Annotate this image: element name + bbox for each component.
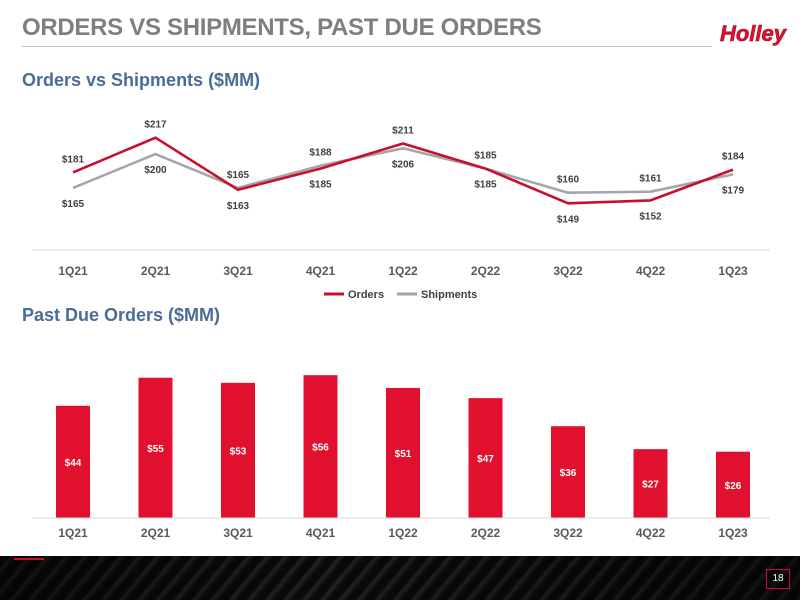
bar-value-label: $36 xyxy=(560,468,577,479)
bar xyxy=(633,449,668,518)
data-label-orders: $152 xyxy=(639,211,662,222)
data-label-shipments: $165 xyxy=(227,170,250,181)
bar-value-label: $53 xyxy=(230,446,247,457)
bar-value-label: $27 xyxy=(642,480,659,491)
bar-value-label: $44 xyxy=(65,458,82,469)
bar xyxy=(716,451,750,518)
bar-value-label: $55 xyxy=(147,444,164,455)
past-due-chart-title: Past Due Orders ($MM) xyxy=(22,305,221,325)
bar-value-label: $47 xyxy=(477,454,494,465)
data-label-shipments: $165 xyxy=(62,199,85,210)
x-tick-label: 2Q22 xyxy=(471,264,501,278)
data-label-shipments: $161 xyxy=(639,174,662,185)
x-tick-label: 1Q22 xyxy=(388,526,418,540)
x-tick-label: 3Q21 xyxy=(223,526,253,540)
x-tick-label: 3Q21 xyxy=(223,264,253,278)
x-tick-label: 4Q22 xyxy=(636,526,666,540)
logo-text: Holley xyxy=(720,21,788,46)
bar-value-label: $51 xyxy=(395,449,412,460)
title-divider xyxy=(22,46,712,47)
data-label-shipments: $179 xyxy=(722,185,745,196)
data-label-orders: $217 xyxy=(144,120,167,131)
data-label-orders: $184 xyxy=(722,152,745,163)
x-tick-label: 1Q21 xyxy=(58,526,88,540)
data-label-orders: $163 xyxy=(227,201,250,212)
page-number: 18 xyxy=(766,569,790,589)
bar xyxy=(303,375,338,518)
orders-vs-shipments-chart: $181 $217 $163 $185 $211 $185 $149 $152 $184 $165… xyxy=(32,120,770,301)
past-due-orders-chart: $44 $55 $53 $56 $51 $47 $36 $27 $26 1Q21 2Q21 3Q21 4… xyxy=(32,375,770,540)
bar xyxy=(56,405,90,518)
x-tick-label: 3Q22 xyxy=(553,526,583,540)
series-line-shipments xyxy=(72,146,734,194)
x-tick-label: 2Q22 xyxy=(471,526,501,540)
data-label-orders: $211 xyxy=(392,126,414,137)
data-label-shipments: $185 xyxy=(474,180,497,191)
data-label-shipments: $160 xyxy=(557,175,580,186)
data-label-shipments: $206 xyxy=(392,159,415,170)
slide-title: ORDERS VS SHIPMENTS, PAST DUE ORDERS xyxy=(22,14,542,41)
x-tick-label: 4Q21 xyxy=(306,526,336,540)
legend-label-shipments: Shipments xyxy=(421,289,477,301)
data-label-orders: $149 xyxy=(557,214,580,225)
x-tick-label: 1Q21 xyxy=(58,264,88,278)
bar-value-label: $56 xyxy=(312,443,329,454)
x-tick-label: 3Q22 xyxy=(553,264,583,278)
bar xyxy=(551,426,585,518)
x-tick-label: 2Q21 xyxy=(141,526,171,540)
bar-value-label: $26 xyxy=(725,481,742,492)
data-label-shipments: $188 xyxy=(309,148,332,159)
orders-chart-title: Orders vs Shipments ($MM) xyxy=(22,70,261,90)
x-tick-label: 2Q21 xyxy=(141,264,171,278)
bar xyxy=(221,382,255,518)
x-tick-label: 1Q23 xyxy=(718,526,748,540)
series-line-orders xyxy=(72,136,734,205)
x-tick-label: 1Q23 xyxy=(718,264,748,278)
data-label-orders: $181 xyxy=(62,154,85,165)
bar xyxy=(468,398,503,518)
x-tick-label: 4Q22 xyxy=(636,264,666,278)
footer-band: 18 xyxy=(0,556,800,600)
bar xyxy=(386,387,420,518)
bar xyxy=(138,377,173,518)
footer-accent xyxy=(14,558,44,560)
x-tick-label: 1Q22 xyxy=(388,264,418,278)
x-tick-label: 4Q21 xyxy=(306,264,336,278)
legend-label-orders: Orders xyxy=(348,289,384,301)
data-label-orders: $185 xyxy=(474,151,497,162)
data-label-orders: $185 xyxy=(309,180,332,191)
holley-logo: Holley xyxy=(714,18,792,48)
data-label-shipments: $200 xyxy=(144,165,167,176)
